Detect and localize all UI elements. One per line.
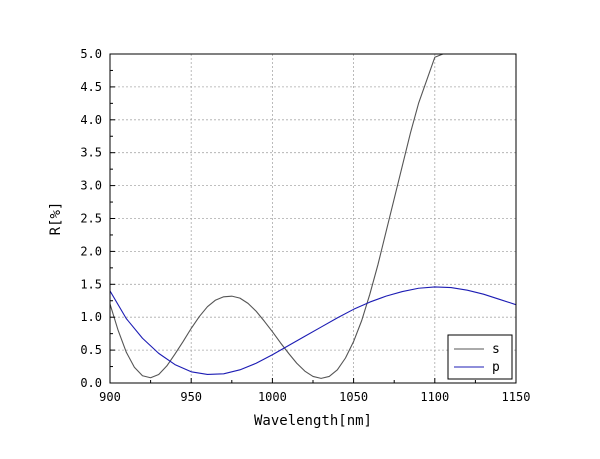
legend-label-s: s — [492, 342, 500, 357]
legend-box — [447, 334, 513, 380]
y-tick-label: 4.5 — [80, 80, 102, 94]
x-tick-label: 900 — [99, 390, 121, 404]
x-tick-label: 1050 — [339, 390, 368, 404]
y-tick-label: 2.5 — [80, 212, 102, 226]
y-tick-label: 1.0 — [80, 310, 102, 324]
grid — [110, 54, 516, 383]
legend-label-p: p — [492, 360, 500, 375]
y-tick-label: 5.0 — [80, 47, 102, 61]
x-axis-title: Wavelength[nm] — [254, 413, 372, 429]
y-tick-label: 2.0 — [80, 244, 102, 258]
y-tick-label: 0.5 — [80, 343, 102, 357]
y-tick-label: 0.0 — [80, 376, 102, 390]
x-tick-label: 1150 — [502, 390, 531, 404]
y-tick-label: 3.5 — [80, 146, 102, 160]
series-line-s — [110, 54, 500, 379]
y-axis-title: R[%] — [48, 202, 64, 236]
x-tick-label: 950 — [180, 390, 202, 404]
x-tick-label: 1000 — [258, 390, 287, 404]
x-tick-label: 1100 — [420, 390, 449, 404]
axis-ticks — [109, 53, 517, 384]
y-tick-label: 4.0 — [80, 113, 102, 127]
series-line-p — [110, 286, 516, 376]
y-tick-label: 3.0 — [80, 179, 102, 193]
y-tick-label: 1.5 — [80, 277, 102, 291]
tick-labels: 900 950 1000 1050 1100 1150 0.0 0.5 1.0 1.5 2.0 2.5… — [80, 47, 530, 404]
legend: s p — [447, 334, 513, 380]
series-lines — [110, 54, 516, 379]
